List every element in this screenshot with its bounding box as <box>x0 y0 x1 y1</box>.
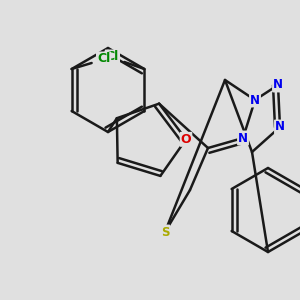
Text: S: S <box>161 226 169 238</box>
Text: Cl: Cl <box>106 50 119 64</box>
Text: O: O <box>181 133 191 146</box>
Text: N: N <box>250 94 260 106</box>
Text: N: N <box>238 131 248 145</box>
Text: N: N <box>275 121 285 134</box>
Text: N: N <box>273 79 283 92</box>
Text: Cl: Cl <box>97 52 110 65</box>
